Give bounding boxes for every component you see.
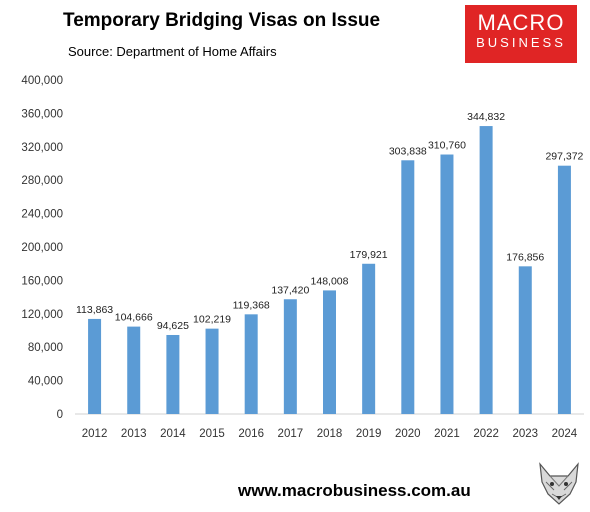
chart-source: Source: Department of Home Affairs — [68, 44, 277, 59]
bar-2019 — [362, 263, 376, 414]
x-tick-label-2023: 2023 — [512, 428, 538, 440]
logo-text-macro: MACRO — [477, 10, 565, 35]
bar-2013 — [127, 326, 141, 414]
data-label-2015: 102,219 — [193, 314, 231, 326]
chart-title: Temporary Bridging Visas on Issue — [63, 10, 381, 31]
data-label-2012: 113,863 — [76, 304, 113, 316]
x-tick-label-2015: 2015 — [199, 428, 225, 440]
data-label-2024: 297,372 — [545, 151, 583, 163]
x-tick-label-2013: 2013 — [121, 428, 147, 440]
y-tick-label: 160,000 — [21, 275, 63, 287]
label-layer: 113,863 2012 104,666 2013 94,625 2014 102,219 2… — [76, 111, 584, 440]
data-label-2019: 179,921 — [350, 249, 388, 261]
x-tick-label-2019: 2019 — [356, 428, 382, 440]
bar-2020 — [401, 160, 415, 414]
y-tick-label: 40,000 — [28, 376, 63, 388]
bar-2023 — [518, 266, 532, 414]
x-tick-label-2012: 2012 — [82, 428, 108, 440]
y-tick-label: 200,000 — [21, 242, 63, 254]
y-tick-label: 80,000 — [28, 342, 63, 354]
y-tick-label: 240,000 — [21, 209, 63, 221]
data-label-2021: 310,760 — [428, 140, 466, 152]
bar-2016 — [244, 314, 258, 414]
x-tick-label-2014: 2014 — [160, 428, 186, 440]
bar-2018 — [323, 290, 336, 414]
x-tick-label-2017: 2017 — [278, 428, 304, 440]
data-label-2020: 303,838 — [389, 145, 427, 157]
axis-layer: 0 40,000 80,000 120,000 160,000 200,000 240,00… — [21, 75, 584, 421]
bar-2024 — [557, 165, 571, 414]
bar-2017 — [283, 299, 297, 414]
data-label-2023: 176,856 — [506, 251, 544, 263]
data-label-2022: 344,832 — [467, 111, 505, 123]
x-tick-label-2018: 2018 — [317, 428, 343, 440]
bar-2021 — [440, 154, 454, 415]
x-tick-label-2020: 2020 — [395, 428, 421, 440]
wolf-logo-icon — [534, 460, 584, 506]
data-label-2018: 148,008 — [311, 275, 349, 287]
data-label-2016: 119,368 — [233, 299, 270, 311]
y-tick-label: 320,000 — [21, 142, 63, 154]
bar-2014 — [166, 334, 180, 414]
macrobusiness-logo[interactable]: MACRO BUSINESS — [465, 5, 577, 63]
data-label-2014: 94,625 — [157, 320, 189, 332]
x-tick-label-2021: 2021 — [434, 428, 460, 440]
x-tick-label-2024: 2024 — [552, 428, 578, 440]
data-label-2017: 137,420 — [271, 284, 309, 296]
logo-text-business: BUSINESS — [476, 35, 566, 50]
footer-url[interactable]: www.macrobusiness.com.au — [238, 481, 471, 500]
y-tick-label: 120,000 — [21, 309, 63, 321]
x-tick-label-2016: 2016 — [238, 428, 264, 440]
y-tick-label: 0 — [57, 409, 63, 421]
bar-2022 — [479, 126, 493, 414]
bar-2012 — [88, 318, 102, 414]
y-tick-label: 400,000 — [21, 75, 63, 87]
bar-layer — [88, 126, 571, 415]
y-tick-label: 280,000 — [21, 175, 63, 187]
x-tick-label-2022: 2022 — [473, 428, 499, 440]
data-label-2013: 104,666 — [115, 312, 153, 324]
bar-2015 — [205, 328, 219, 414]
y-tick-label: 360,000 — [21, 108, 63, 120]
